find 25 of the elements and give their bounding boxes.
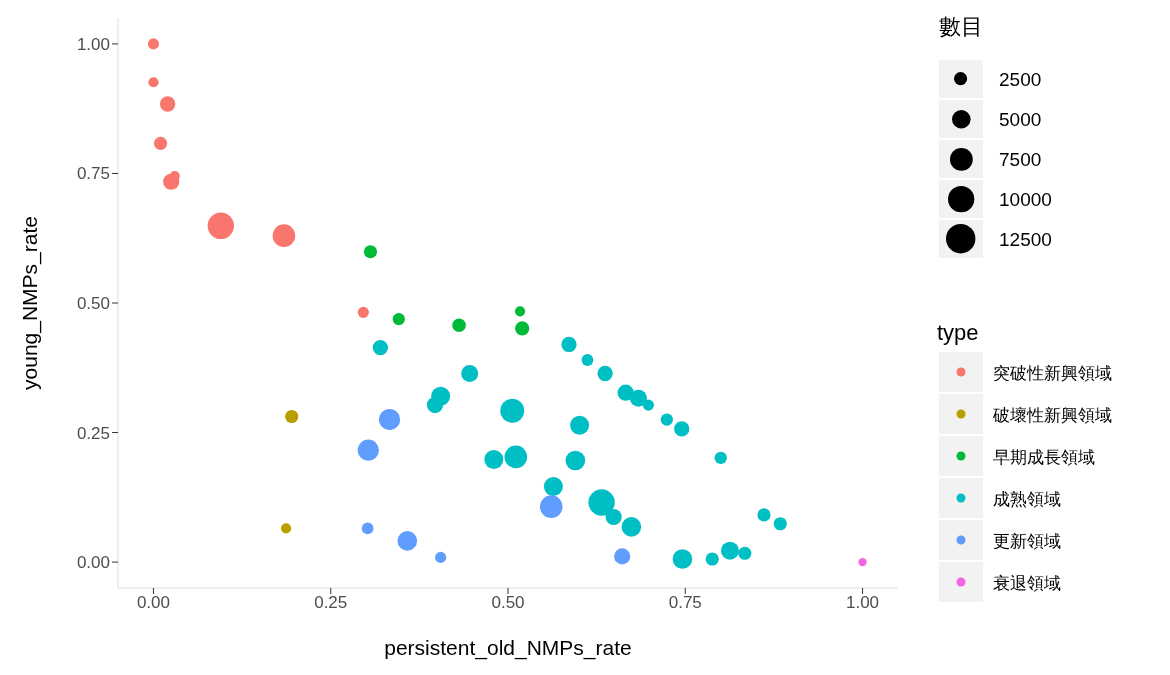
- legend-label: 成熟領域: [993, 487, 1061, 511]
- legend-label: 5000: [999, 109, 1042, 131]
- x-tick-label: 0.00: [136, 593, 170, 613]
- x-tick-label: 0.75: [668, 593, 702, 613]
- x-tick-label: 0.25: [314, 593, 348, 613]
- y-tick-label: 0.00: [76, 553, 110, 573]
- legend-label: 12500: [999, 229, 1052, 251]
- legend-label: 衰退領域: [993, 571, 1061, 595]
- legend-label: 10000: [999, 189, 1052, 211]
- legend-label: 7500: [999, 149, 1042, 171]
- text: 數目: [939, 13, 984, 41]
- legend-label: 2500: [999, 69, 1042, 91]
- legend-label: 早期成長領域: [993, 445, 1095, 469]
- x-axis-title: persistent_old_NMPs_rate: [384, 636, 632, 660]
- y-axis-title: young_NMPs_rate: [18, 216, 43, 390]
- legend-label: 突破性新興領域: [993, 361, 1112, 385]
- x-tick-label: 1.00: [846, 593, 880, 613]
- legend-label: 更新領域: [993, 529, 1061, 553]
- y-tick-label: 0.75: [76, 164, 110, 184]
- y-tick-label: 0.50: [76, 294, 110, 314]
- legend-label: 破壞性新興領域: [993, 403, 1112, 427]
- y-tick-label: 0.25: [76, 423, 110, 443]
- y-tick-label: 1.00: [76, 34, 110, 54]
- x-tick-label: 0.50: [491, 593, 525, 613]
- legend-title: type: [937, 320, 980, 346]
